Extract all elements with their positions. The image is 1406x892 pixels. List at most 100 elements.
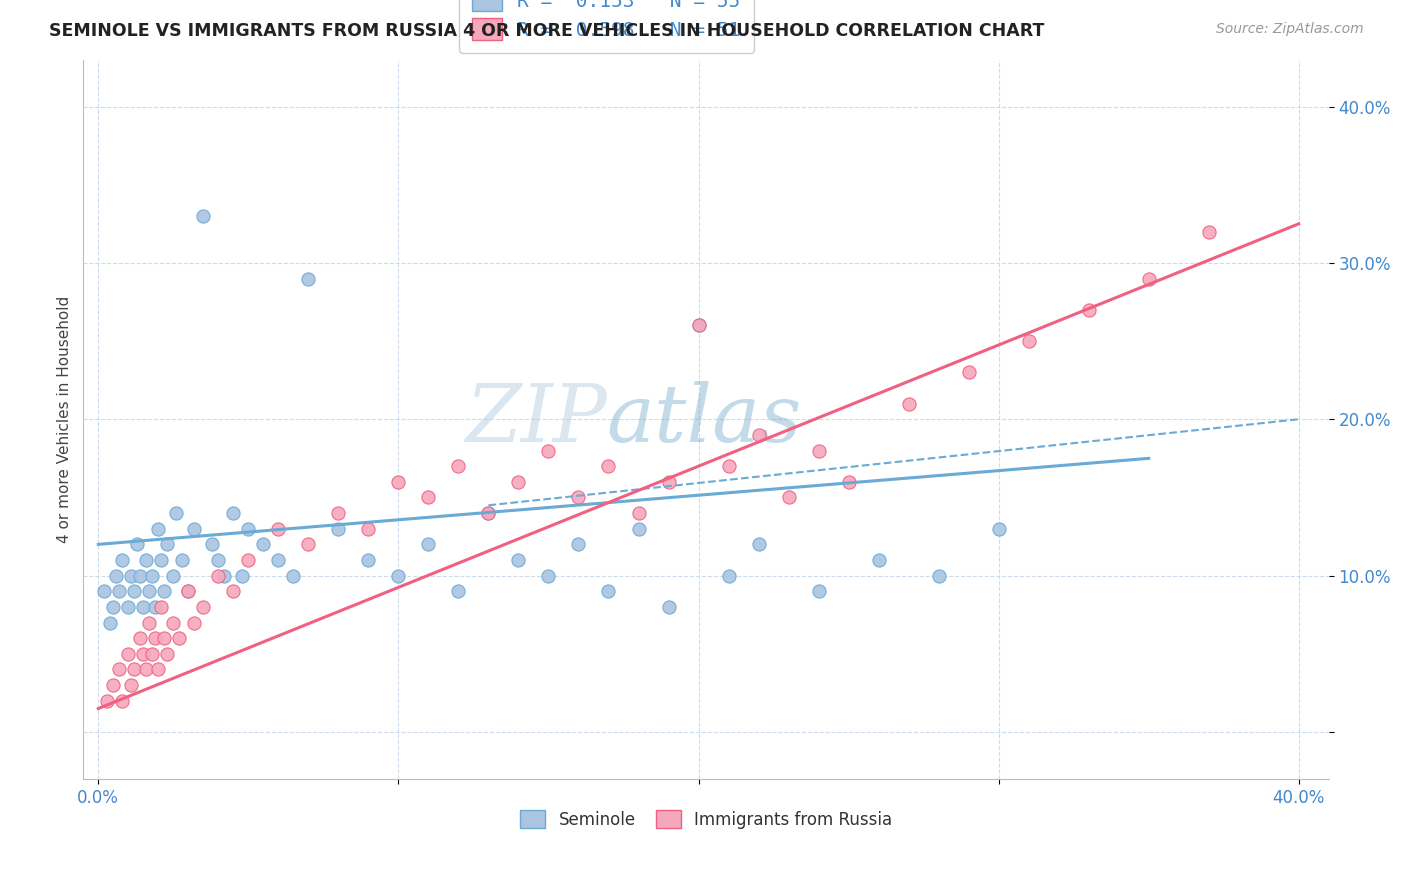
Point: [688, 318, 710, 333]
Point: [150, 599, 173, 614]
Point: [201, 537, 224, 551]
Point: [838, 475, 860, 489]
Point: [508, 553, 530, 567]
Text: atlas: atlas: [606, 381, 801, 458]
Point: [138, 615, 160, 630]
Point: [117, 647, 139, 661]
Point: [156, 647, 179, 661]
Point: [477, 506, 499, 520]
Point: [447, 584, 470, 599]
Point: [807, 584, 830, 599]
Point: [508, 475, 530, 489]
Point: [127, 537, 149, 551]
Point: [231, 568, 253, 582]
Point: [138, 584, 160, 599]
Point: [105, 568, 128, 582]
Point: [98, 615, 121, 630]
Point: [177, 584, 200, 599]
Point: [567, 537, 589, 551]
Point: [183, 615, 205, 630]
Point: [717, 568, 740, 582]
Point: [156, 537, 179, 551]
Point: [193, 209, 215, 223]
Text: Source: ZipAtlas.com: Source: ZipAtlas.com: [1216, 22, 1364, 37]
Point: [987, 522, 1010, 536]
Point: [748, 537, 770, 551]
Point: [598, 584, 620, 599]
Point: [103, 678, 125, 692]
Point: [657, 475, 679, 489]
Point: [153, 584, 176, 599]
Point: [387, 568, 409, 582]
Point: [108, 584, 131, 599]
Y-axis label: 4 or more Vehicles in Household: 4 or more Vehicles in Household: [58, 295, 72, 543]
Point: [748, 428, 770, 442]
Point: [135, 663, 157, 677]
Point: [132, 647, 155, 661]
Point: [297, 537, 319, 551]
Point: [328, 522, 350, 536]
Point: [132, 599, 155, 614]
Point: [717, 459, 740, 474]
Point: [214, 568, 236, 582]
Point: [93, 584, 115, 599]
Point: [124, 663, 146, 677]
Point: [627, 522, 650, 536]
Text: ZIP: ZIP: [464, 381, 606, 458]
Point: [207, 568, 229, 582]
Point: [141, 647, 163, 661]
Point: [150, 553, 173, 567]
Point: [418, 491, 440, 505]
Point: [283, 568, 305, 582]
Point: [657, 599, 679, 614]
Point: [148, 663, 170, 677]
Point: [537, 443, 560, 458]
Point: [1018, 334, 1040, 348]
Point: [129, 568, 152, 582]
Point: [897, 396, 920, 410]
Legend: Seminole, Immigrants from Russia: Seminole, Immigrants from Russia: [513, 804, 898, 835]
Point: [807, 443, 830, 458]
Point: [447, 459, 470, 474]
Point: [117, 599, 139, 614]
Point: [148, 522, 170, 536]
Point: [357, 522, 380, 536]
Point: [172, 553, 194, 567]
Point: [103, 599, 125, 614]
Point: [567, 491, 589, 505]
Point: [387, 475, 409, 489]
Point: [143, 631, 166, 645]
Point: [177, 584, 200, 599]
Point: [222, 584, 245, 599]
Point: [238, 553, 260, 567]
Point: [222, 506, 245, 520]
Point: [477, 506, 499, 520]
Point: [1077, 302, 1099, 317]
Point: [537, 568, 560, 582]
Text: SEMINOLE VS IMMIGRANTS FROM RUSSIA 4 OR MORE VEHICLES IN HOUSEHOLD CORRELATION C: SEMINOLE VS IMMIGRANTS FROM RUSSIA 4 OR …: [49, 22, 1045, 40]
Point: [778, 491, 800, 505]
Point: [124, 584, 146, 599]
Point: [135, 553, 157, 567]
Point: [108, 663, 131, 677]
Point: [207, 553, 229, 567]
Point: [252, 537, 274, 551]
Point: [238, 522, 260, 536]
Point: [153, 631, 176, 645]
Point: [1198, 225, 1220, 239]
Point: [328, 506, 350, 520]
Point: [162, 615, 184, 630]
Point: [111, 553, 134, 567]
Point: [1137, 271, 1160, 285]
Point: [165, 506, 187, 520]
Point: [688, 318, 710, 333]
Point: [141, 568, 163, 582]
Point: [193, 599, 215, 614]
Point: [96, 694, 118, 708]
Point: [928, 568, 950, 582]
Point: [162, 568, 184, 582]
Point: [868, 553, 890, 567]
Point: [627, 506, 650, 520]
Point: [111, 694, 134, 708]
Point: [120, 678, 142, 692]
